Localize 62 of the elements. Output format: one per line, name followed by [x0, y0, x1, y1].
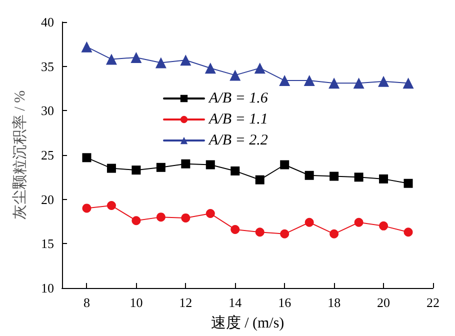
point — [402, 78, 414, 89]
point — [379, 174, 388, 184]
x-tick-label: 18 — [328, 295, 341, 310]
y-tick-label: 35 — [41, 58, 54, 74]
y-tick-label: 30 — [41, 103, 54, 118]
point — [155, 57, 166, 68]
point — [304, 75, 315, 86]
point — [330, 172, 339, 181]
point — [181, 159, 190, 168]
legend-label: A/B = 1.1 — [208, 112, 268, 128]
point — [132, 166, 141, 175]
y-tick-label: 10 — [41, 280, 54, 296]
point — [130, 52, 142, 63]
point — [330, 229, 339, 238]
point — [230, 70, 241, 81]
point — [81, 41, 92, 52]
point — [204, 62, 216, 74]
legend-label: A/B = 1.6 — [208, 90, 268, 106]
point — [280, 160, 290, 170]
point — [106, 54, 117, 65]
x-tick-label: 8 — [83, 295, 90, 310]
point — [254, 62, 266, 74]
x-tick-label: 12 — [179, 295, 192, 310]
y-tick-label: 15 — [41, 236, 54, 252]
y-tick-label: 40 — [41, 14, 54, 30]
legend-label: A/B = 2.2 — [208, 132, 268, 148]
x-tick-label: 20 — [377, 295, 390, 310]
point — [82, 153, 92, 162]
point — [206, 160, 215, 170]
point — [255, 228, 264, 237]
point — [106, 164, 116, 173]
x-tick-label: 10 — [130, 295, 143, 310]
point — [304, 170, 314, 180]
point — [279, 75, 290, 86]
point — [404, 178, 413, 188]
point — [230, 224, 240, 234]
point — [156, 162, 166, 172]
point — [379, 221, 388, 230]
point — [180, 54, 192, 66]
point — [353, 78, 364, 89]
x-axis-title: 速度 / (m/s) — [210, 314, 284, 332]
point — [280, 229, 290, 238]
point — [378, 76, 390, 87]
point — [354, 172, 364, 182]
y-axis-title: 灰尘颗粒沉积率 / % — [12, 90, 28, 220]
x-tick-label: 16 — [278, 295, 292, 310]
point — [230, 166, 240, 176]
point — [206, 209, 215, 218]
point — [106, 201, 116, 210]
y-tick-label: 25 — [41, 148, 54, 162]
x-tick-label: 14 — [228, 295, 242, 310]
point — [156, 212, 166, 222]
point — [354, 218, 364, 227]
point — [304, 218, 314, 227]
point — [255, 175, 264, 184]
y-tick-label: 20 — [41, 192, 54, 207]
point — [404, 228, 413, 237]
point — [82, 204, 92, 213]
x-tick-label: 22 — [426, 295, 440, 310]
point — [132, 216, 141, 226]
point — [181, 213, 190, 222]
point — [328, 78, 340, 89]
